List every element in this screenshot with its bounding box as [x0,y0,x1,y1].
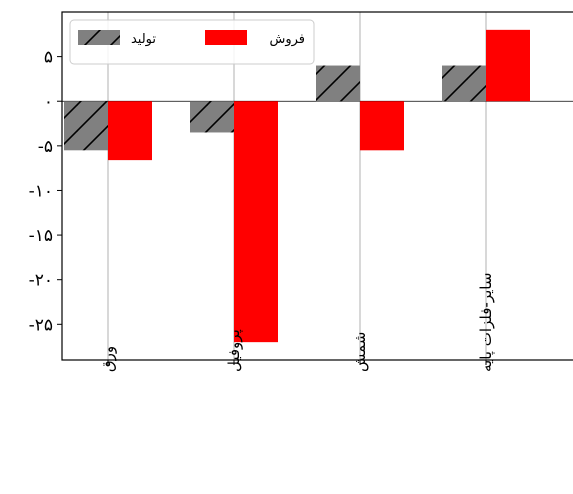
y-tick-label: -۲۵ [29,315,53,335]
y-tick-label: -۱۰ [29,181,53,201]
bar-production-2 [316,65,360,102]
bar-sales-1 [234,101,278,343]
y-tick-label: ۰ [44,92,53,112]
axes [61,11,573,361]
x-tick-label: سایر-فلزات پایه [477,273,496,372]
x-tick-label: ورق [99,346,117,372]
y-tick-label: -۱۵ [29,226,53,246]
bar-sales-0 [108,101,152,161]
legend-label-sales: فروش [269,32,305,47]
y-tick-label: ۵ [44,48,53,68]
bar-sales-3 [486,29,530,102]
bar-sales-2 [360,101,404,151]
y-tick-label: -۵ [38,137,53,157]
plot-frame [61,11,573,361]
y-tick-label: -۲۰ [29,271,53,291]
legend-label-production: تولید [131,32,156,47]
bar-production-1 [190,101,234,133]
bar-production-3 [442,65,486,102]
legend-box [69,19,315,65]
legend-swatch-sales [205,30,247,45]
legend-swatch-production [78,30,120,45]
bar-production-0 [64,101,108,151]
legend: تولید فروش [69,19,315,65]
tick-labels: -۲۵ -۲۰ -۱۵ -۱۰ -۵ ۰ ۵ ورق پروفیل شمش سایر-فلزات پ… [29,48,496,372]
x-tick-label: شمش [351,332,369,372]
x-tick-label: پروفیل [225,329,244,372]
bars [64,29,530,343]
